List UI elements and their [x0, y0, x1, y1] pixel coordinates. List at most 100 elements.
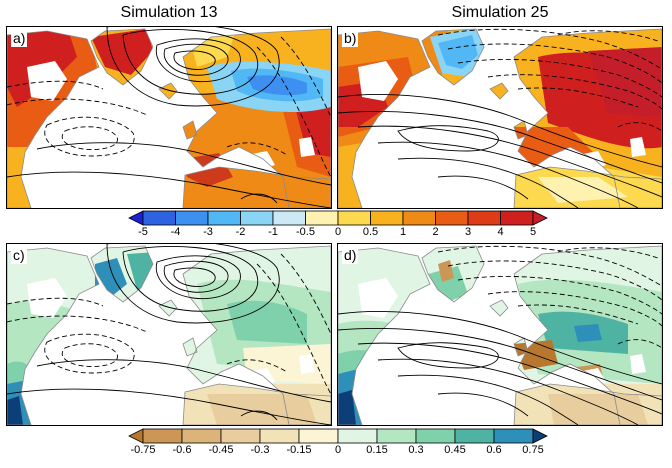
colorbar-tick-label: 4	[497, 226, 504, 238]
contour-negative	[517, 304, 639, 325]
inland-sea	[27, 61, 67, 101]
colorbar-swatch	[467, 210, 501, 226]
colorbar-swatch	[370, 210, 404, 226]
contour-positive	[437, 175, 529, 200]
colorbar-tick-label: -2	[235, 226, 246, 238]
colorbar-swatch	[435, 210, 469, 226]
title-simulation-25: Simulation 25	[451, 4, 549, 21]
coastline	[182, 245, 331, 425]
contour-positive	[36, 142, 331, 186]
contour-negative	[487, 291, 662, 327]
inland-sea	[358, 61, 398, 101]
coastline	[182, 383, 331, 425]
inland-sea	[27, 278, 67, 318]
colorbar-tick-label: -0.15	[286, 444, 312, 456]
contour-negative	[44, 116, 135, 157]
colorbar-tick-label: -0.75	[130, 444, 156, 456]
colorbar-swatch	[493, 428, 534, 444]
anomaly-region	[438, 35, 478, 69]
panel-d-precipitation-map: d)	[337, 243, 663, 426]
anomaly-region	[295, 97, 331, 157]
colorbar-tick-label: -0.6	[172, 444, 192, 456]
anomaly-region	[227, 300, 307, 344]
anomaly-region	[7, 396, 23, 425]
colorbar-swatch	[454, 428, 495, 444]
colorbar-tick-label: -1	[268, 226, 278, 238]
contour-positive	[122, 29, 259, 95]
colorbar-swatch	[337, 210, 371, 226]
coastline	[158, 82, 178, 100]
colorbar-tick-label: 0.15	[366, 444, 388, 456]
contour-negative	[557, 30, 659, 42]
panel-c-precipitation-map: c)	[6, 243, 332, 426]
contour-positive	[173, 50, 216, 70]
colorbar-tick-label: -0.45	[208, 444, 234, 456]
anomaly-region	[338, 390, 356, 425]
colorbar-tick-label: 3	[464, 226, 472, 238]
colorbar-swatch	[128, 428, 144, 444]
contour-positive	[397, 125, 499, 152]
inland-sea	[630, 354, 646, 374]
colorbar-swatch	[142, 210, 176, 226]
temperature-colorbar: -5 -4 -3 -2 -1 -0.5 0 0.5 1 2 3 4 5	[128, 210, 548, 240]
coastline	[158, 299, 178, 317]
inland-sea	[247, 368, 275, 388]
panel-label: c)	[11, 247, 27, 264]
title-simulation-13: Simulation 13	[120, 4, 218, 21]
colorbar-tick-label: 0.75	[522, 444, 544, 456]
map-canvas	[7, 27, 331, 208]
colorbar-swatch	[207, 210, 241, 226]
coastline	[489, 82, 509, 100]
colorbar-tick-label: 5	[529, 226, 537, 238]
contour-negative	[61, 126, 118, 150]
anomaly-region	[574, 324, 602, 342]
contour-positive	[377, 141, 639, 208]
contour-positive	[338, 311, 662, 385]
contour-positive	[155, 38, 241, 83]
contour-negative	[617, 339, 662, 349]
contour-negative	[457, 58, 662, 98]
colorbar-tick-label: 2	[432, 226, 439, 238]
contour-negative	[226, 359, 288, 373]
contour-positive	[36, 359, 331, 403]
contour-negative	[457, 275, 662, 315]
contour-positive	[397, 342, 499, 369]
colorbar-swatch	[298, 428, 339, 444]
map-canvas	[338, 27, 662, 208]
coastline	[421, 28, 485, 86]
colorbar-tick-label: 0.6	[486, 444, 502, 456]
colorbar-swatch	[532, 210, 548, 226]
coastline	[338, 30, 431, 208]
colorbar-swatch	[181, 428, 222, 444]
coastline	[182, 337, 198, 357]
colorbar-swatch	[142, 428, 183, 444]
anomaly-region	[588, 47, 662, 117]
contour-negative	[447, 260, 662, 301]
anomaly-region	[207, 394, 317, 425]
contour-positive	[173, 267, 216, 287]
coastline	[182, 166, 331, 208]
colorbar-swatch	[402, 210, 436, 226]
contour-negative	[280, 36, 331, 118]
coastline	[7, 30, 100, 208]
panel-label: a)	[11, 30, 28, 47]
coastline	[7, 247, 100, 425]
colorbar-swatch	[337, 428, 378, 444]
colorbar-swatch	[240, 210, 274, 226]
panel-b-temperature-map: b)	[337, 26, 663, 209]
inland-sea	[630, 137, 646, 157]
contour-positive	[155, 255, 241, 300]
coastline	[90, 245, 154, 303]
coastline	[513, 28, 662, 208]
contour-positive	[7, 388, 331, 425]
panel-a-temperature-map: a)	[6, 26, 332, 209]
coastline	[182, 28, 331, 208]
map-canvas	[338, 244, 662, 425]
contour-positive	[338, 328, 662, 401]
contour-positive	[240, 193, 278, 204]
colorbar-tick-label: 0.5	[362, 226, 379, 238]
coastline	[421, 245, 485, 303]
contour-positive	[7, 171, 331, 208]
contour-negative	[517, 87, 639, 108]
coastline	[513, 166, 662, 208]
